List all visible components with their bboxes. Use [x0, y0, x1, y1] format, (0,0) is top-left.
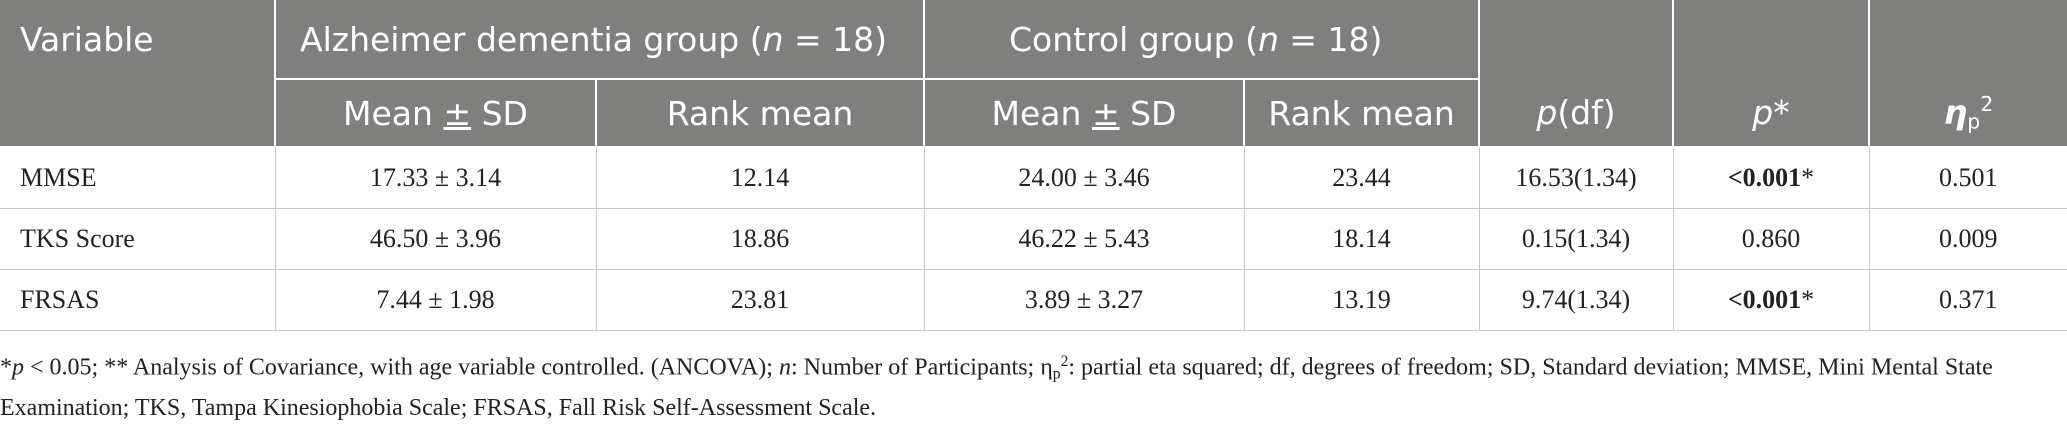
cell-ad-rank-mean: 12.14 [596, 147, 925, 209]
cell-ctrl-rank-mean: 13.19 [1244, 269, 1480, 331]
results-table: Variable Alzheimer dementia group (n = 1… [0, 0, 2067, 331]
cell-ctrl-rank-mean: 23.44 [1244, 147, 1480, 209]
cell-ad-rank-mean: 23.81 [596, 269, 925, 331]
cell-ctrl-mean-sd: 3.89 ± 3.27 [924, 269, 1245, 331]
cell-ctrl-mean-sd: 46.22 ± 5.43 [924, 208, 1245, 270]
cell-eta-squared: 0.371 [1869, 269, 2067, 331]
cell-ad-mean-sd: 46.50 ± 3.96 [275, 208, 597, 270]
header-control-group: Control group (n = 18) [924, 0, 1480, 80]
cell-p-df: 16.53(1.34) [1479, 147, 1674, 209]
cell-p-star: 0.860 [1673, 208, 1870, 270]
cell-eta-squared: 0.009 [1869, 208, 2067, 270]
cell-p-df: 0.15(1.34) [1479, 208, 1674, 270]
cell-variable: TKS Score [0, 208, 276, 270]
header-row-columns: Mean ± SD Rank mean Mean ± SD Rank mean … [0, 79, 2067, 148]
table-row-tks-score: TKS Score 46.50 ± 3.96 18.86 46.22 ± 5.4… [0, 208, 2067, 270]
table-row-frsas: FRSAS 7.44 ± 1.98 23.81 3.89 ± 3.27 13.1… [0, 269, 2067, 331]
cell-ad-mean-sd: 7.44 ± 1.98 [275, 269, 597, 331]
cell-p-star: <0.001* [1673, 147, 1870, 209]
cell-eta-squared: 0.501 [1869, 147, 2067, 209]
header-eta-squared: ηp2 [1869, 79, 2067, 148]
cell-ad-rank-mean: 18.86 [596, 208, 925, 270]
cell-ctrl-mean-sd: 24.00 ± 3.46 [924, 147, 1245, 209]
cell-p-star: <0.001* [1673, 269, 1870, 331]
header-alzheimer-group: Alzheimer dementia group (n = 18) [275, 0, 925, 80]
header-p-star: p* [1673, 79, 1870, 148]
header-p-df: p(df) [1479, 79, 1674, 148]
header-blank-p-df [1479, 0, 1674, 79]
header-ad-mean-sd: Mean ± SD [275, 79, 597, 148]
cell-ad-mean-sd: 17.33 ± 3.14 [275, 147, 597, 209]
cell-ctrl-rank-mean: 18.14 [1244, 208, 1480, 270]
header-blank-eta [1869, 0, 2067, 79]
header-row-groups: Variable Alzheimer dementia group (n = 1… [0, 0, 2067, 148]
header-ad-rank-mean: Rank mean [596, 79, 925, 148]
header-ctrl-mean-sd: Mean ± SD [924, 79, 1245, 148]
header-blank-p-star [1673, 0, 1870, 79]
cell-p-df: 9.74(1.34) [1479, 269, 1674, 331]
cell-variable: FRSAS [0, 269, 276, 331]
header-variable: Variable [0, 0, 276, 148]
header-ctrl-rank-mean: Rank mean [1244, 79, 1480, 148]
table-footnote: *p < 0.05; ** Analysis of Covariance, wi… [0, 353, 1993, 422]
table-row-mmse: MMSE 17.33 ± 3.14 12.14 24.00 ± 3.46 23.… [0, 147, 2067, 209]
cell-variable: MMSE [0, 147, 276, 209]
